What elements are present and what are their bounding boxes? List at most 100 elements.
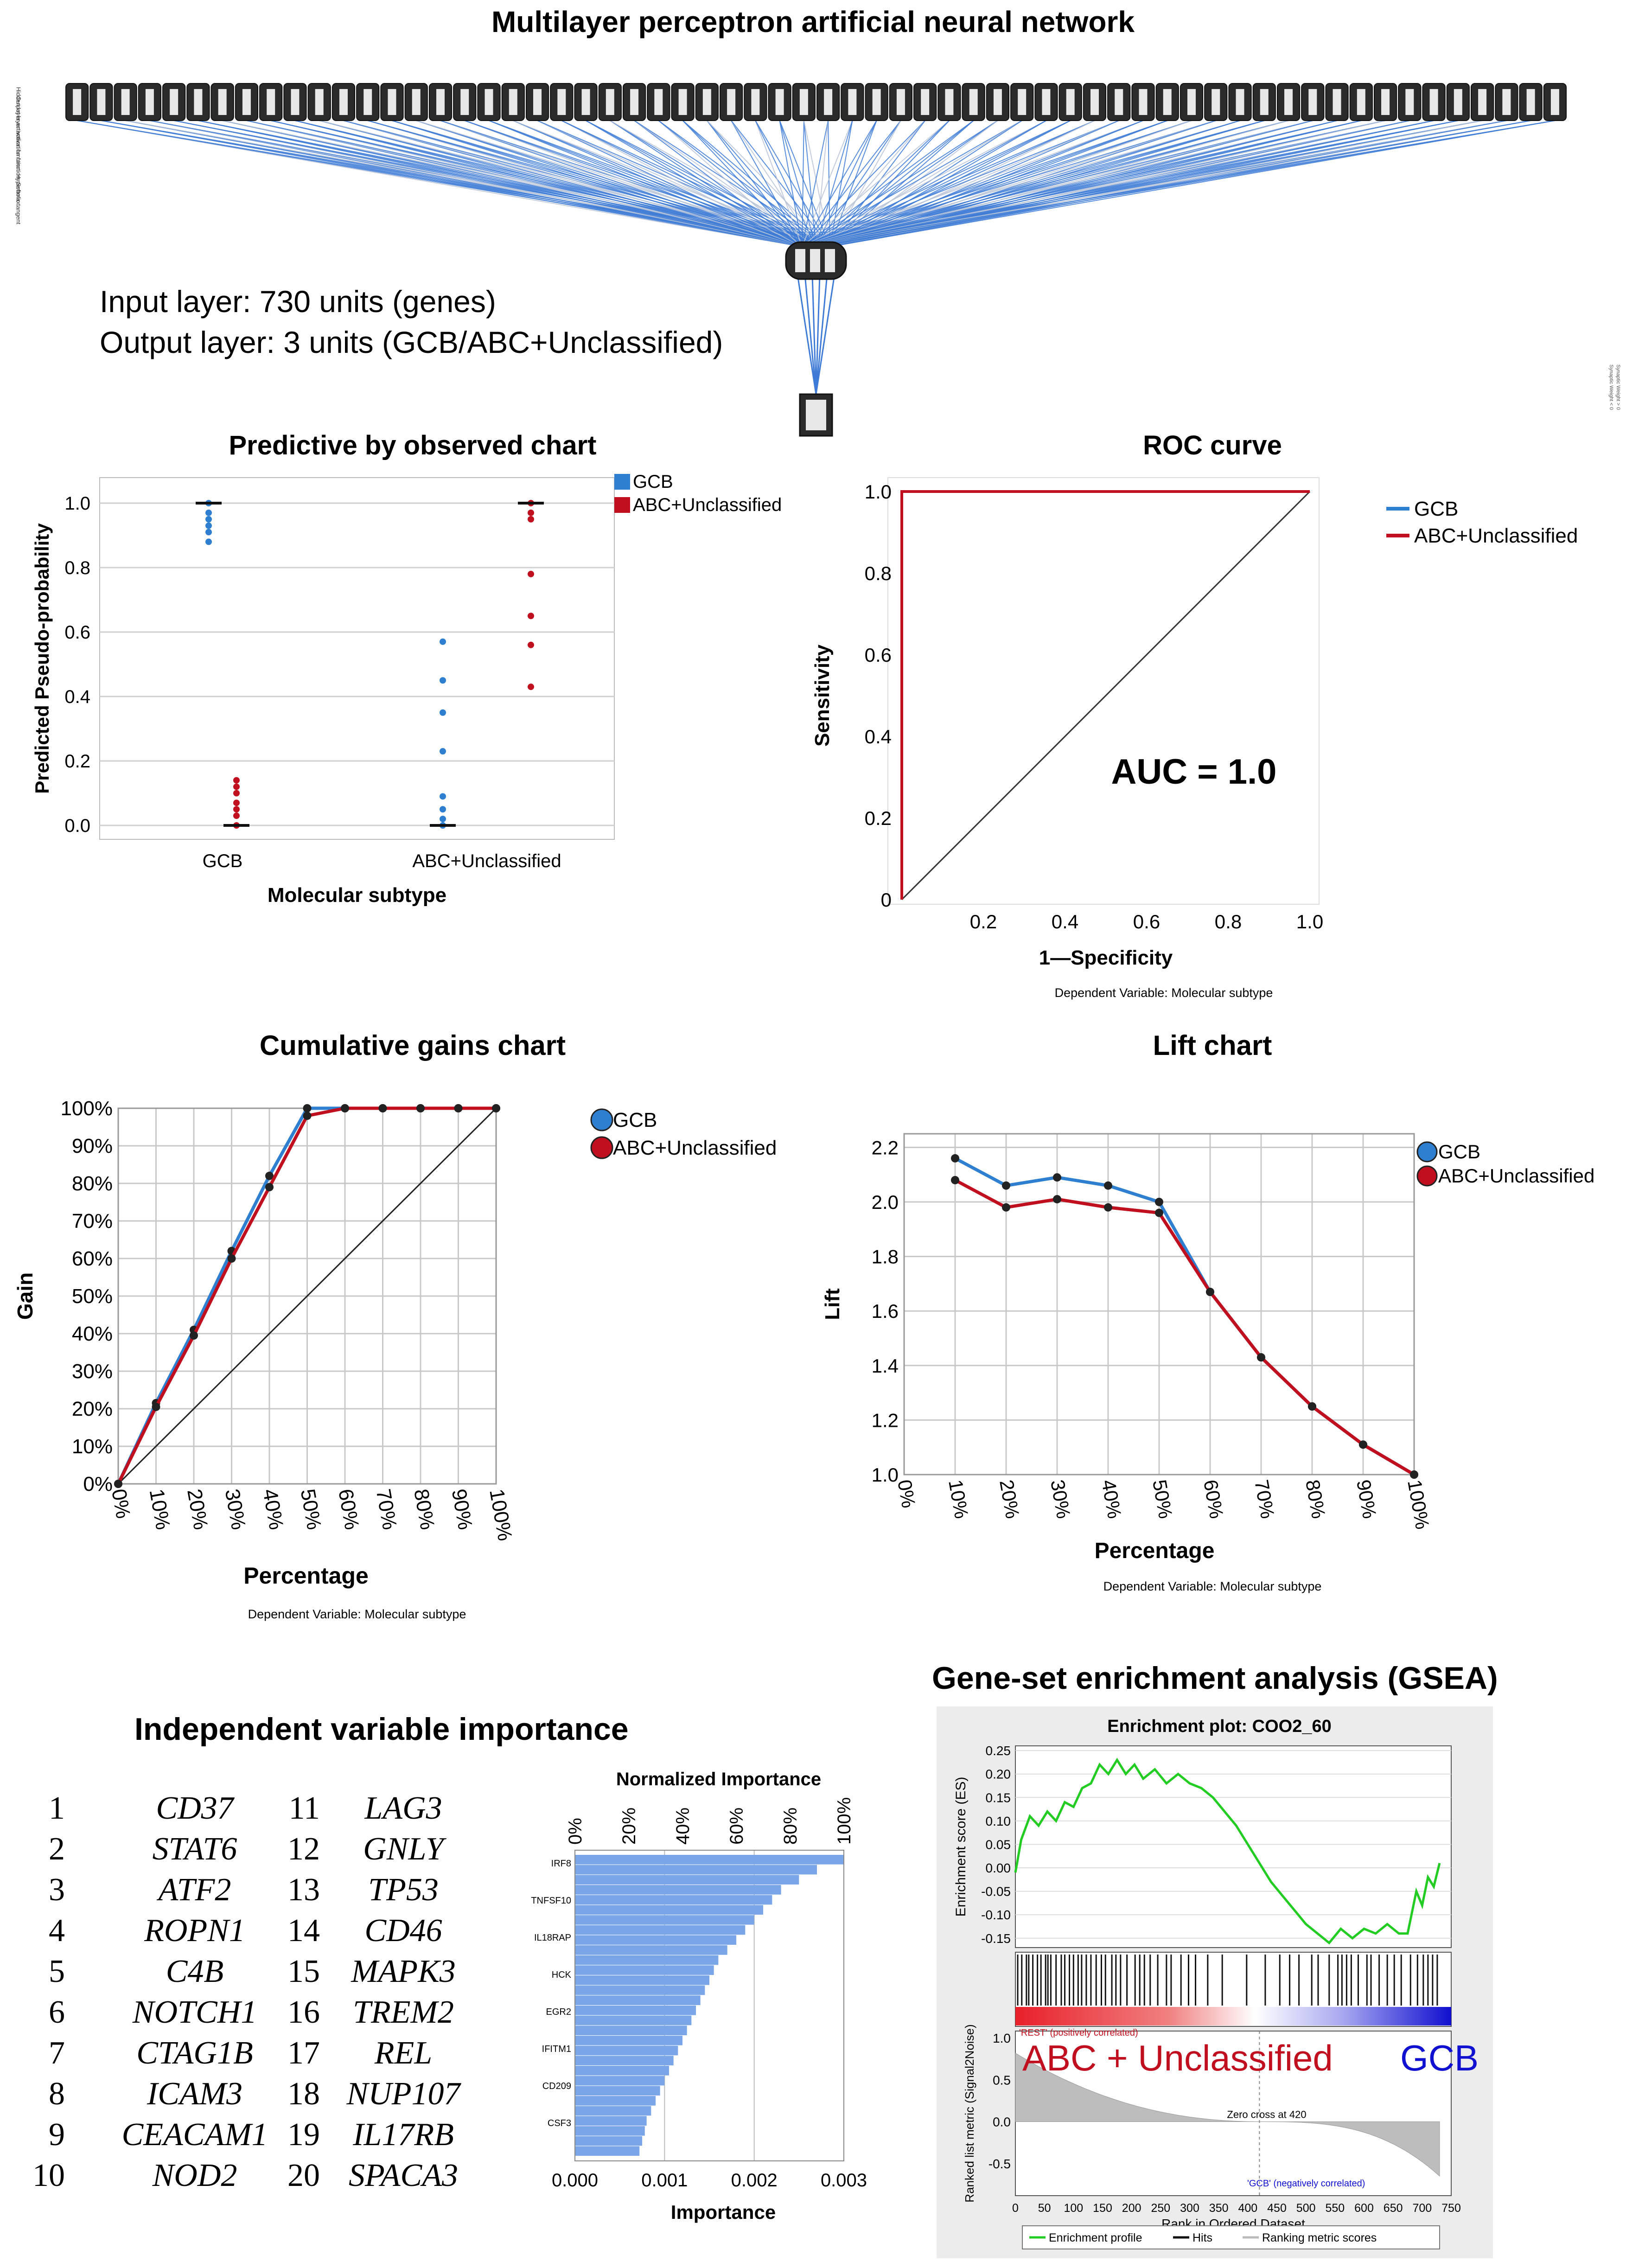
importance-plot-area — [574, 1850, 844, 2161]
mlp-input-node — [1155, 83, 1179, 121]
gsea-x-tick: 700 — [1412, 2202, 1432, 2215]
mlp-connection — [802, 120, 1240, 247]
mlp-connection — [802, 120, 1143, 247]
gsea-x-tick: 650 — [1384, 2202, 1403, 2215]
importance-top-tick: 0% — [565, 1818, 586, 1845]
mlp-connection — [731, 120, 830, 247]
roc-x-tick: 0.4 — [1052, 911, 1078, 933]
lift-point — [1308, 1402, 1316, 1411]
importance-gene: C4B — [166, 1954, 224, 1989]
lift-y-tick: 1.6 — [872, 1300, 899, 1322]
mlp-input-node — [259, 83, 283, 121]
importance-bar — [575, 2146, 640, 2156]
mlp-title: Multilayer perceptron artificial neural … — [491, 5, 1135, 38]
importance-gene-label: CD209 — [542, 2081, 571, 2091]
gsea-es-tick: -0.10 — [981, 1908, 1011, 1922]
gsea-title: Gene-set enrichment analysis (GSEA) — [932, 1661, 1498, 1696]
importance-rank: 17 — [287, 2035, 320, 2071]
mlp-hidden-node — [810, 249, 820, 272]
gains-y-tick: 80% — [72, 1172, 113, 1195]
gsea-rank-gradient — [1015, 2007, 1451, 2025]
predictive-x-tick: GCB — [203, 851, 243, 871]
mlp-connection — [802, 120, 877, 247]
importance-bar — [575, 1985, 705, 1995]
importance-bar — [575, 2066, 669, 2076]
importance-gene: TREM2 — [353, 1994, 454, 2030]
predictive-point — [528, 641, 534, 648]
importance-bar — [575, 2116, 647, 2126]
importance-bottom-tick: 0.002 — [731, 2170, 778, 2191]
gsea-x-tick: 50 — [1038, 2202, 1051, 2215]
gains-y-label: Gain — [13, 1272, 37, 1320]
gsea-es-tick: 0.20 — [986, 1767, 1011, 1782]
importance-rank: 18 — [287, 2076, 320, 2112]
importance-top-tick: 100% — [834, 1797, 854, 1845]
mlp-side-note-2: Output layer activation function: Softma… — [15, 96, 22, 204]
gains-baseline — [117, 1107, 497, 1485]
lift-point — [1206, 1288, 1214, 1297]
gains-legend-swatch — [590, 1136, 613, 1159]
predictive-point — [233, 799, 240, 806]
importance-rank: 13 — [287, 1872, 320, 1908]
gains-x-tick: 100% — [485, 1487, 516, 1542]
gains-y-tick: 100% — [60, 1097, 113, 1120]
importance-bar — [575, 1945, 727, 1955]
predictive-point — [205, 522, 212, 529]
importance-bar — [575, 2126, 645, 2136]
importance-bar — [575, 1885, 781, 1895]
mlp-connection — [815, 274, 835, 395]
mlp-input-node — [889, 83, 913, 121]
gains-y-tick: 60% — [72, 1247, 113, 1270]
mlp-input-node — [307, 83, 331, 121]
importance-list-item: 16 TREM2 — [269, 1994, 529, 2035]
gsea-enrichment-curve — [1014, 1757, 1441, 1945]
gains-point — [416, 1104, 425, 1112]
lift-plot-area — [903, 1133, 1415, 1476]
importance-bar — [575, 2036, 682, 2045]
mlp-connection — [802, 120, 804, 247]
lift-point — [1155, 1208, 1163, 1217]
gains-x-label: Percentage — [243, 1563, 369, 1589]
importance-gene-label: CSF3 — [548, 2118, 571, 2128]
mlp-connection — [464, 120, 803, 247]
mlp-connection — [802, 120, 925, 247]
gains-y-tick: 0% — [83, 1473, 113, 1495]
gains-chart: Cumulative gains chart 0% 10% 20% 30% 40% 50% 6… — [13, 1030, 777, 1621]
gsea-abc-label: ABC + Unclassified — [1022, 2038, 1333, 2078]
gsea-x-tick: 100 — [1064, 2202, 1083, 2215]
importance-bar — [575, 1895, 772, 1905]
mlp-connection — [561, 120, 803, 247]
gsea-chart: Enrichment plot: COO2_60 0.25 0.20 0.15 0.10… — [937, 1706, 1493, 2258]
importance-bottom-tick: 0.001 — [641, 2170, 688, 2191]
roc-y-tick: 0.8 — [865, 562, 892, 584]
mlp-connection — [802, 120, 1046, 247]
gains-x-tick: 10% — [145, 1487, 175, 1531]
mlp-input-node — [235, 83, 259, 121]
importance-rank: 11 — [288, 1790, 320, 1826]
lift-point — [1155, 1198, 1163, 1206]
predictive-point — [440, 709, 446, 716]
gsea-metric-label: Ranked list metric (Signal2Noise) — [963, 2024, 976, 2202]
roc-legend-label: ABC+Unclassified — [1414, 524, 1578, 547]
importance-gene: REL — [374, 2035, 433, 2071]
lift-footnote: Dependent Variable: Molecular subtype — [1103, 1579, 1322, 1593]
predictive-point — [233, 790, 240, 797]
roc-x-tick: 0.8 — [1215, 911, 1242, 933]
gsea-neg-label: 'GCB' (negatively correlated) — [1247, 2179, 1365, 2189]
mlp-input-node — [841, 83, 864, 121]
importance-bar — [575, 2006, 696, 2015]
lift-x-tick: 30% — [1046, 1478, 1075, 1520]
mlp-connection — [392, 120, 803, 247]
predictive-point — [205, 516, 212, 523]
importance-gene-label: HCK — [552, 1970, 572, 1980]
predictive-point — [528, 516, 534, 523]
lift-point — [1002, 1203, 1010, 1212]
importance-list-item: 8 ICAM3 — [32, 2076, 292, 2116]
lift-x-tick: 50% — [1148, 1478, 1177, 1520]
gains-x-tick: 30% — [221, 1487, 250, 1531]
roc-diagonal — [901, 491, 1311, 901]
gsea-x-tick: 350 — [1209, 2202, 1229, 2215]
gains-y-tick: 20% — [72, 1398, 113, 1420]
importance-bar — [575, 2086, 660, 2096]
roc-footnote: Dependent Variable: Molecular subtype — [1055, 986, 1273, 1000]
